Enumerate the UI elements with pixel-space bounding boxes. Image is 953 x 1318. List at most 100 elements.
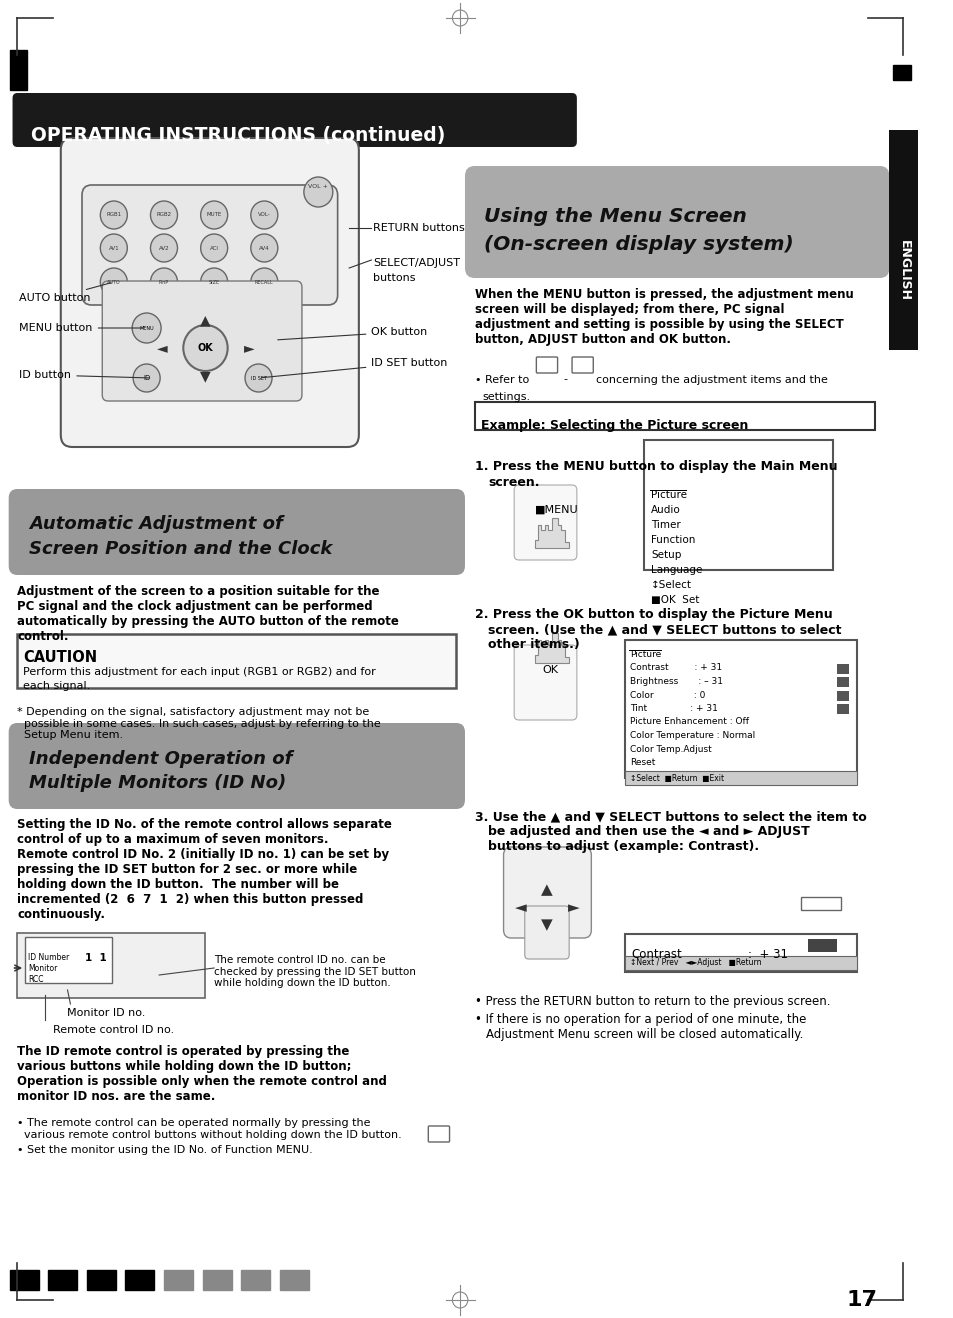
Text: Function: Function <box>651 535 695 546</box>
Text: ACI: ACI <box>210 245 218 250</box>
Text: ID: ID <box>143 376 151 381</box>
Text: concerning the adjustment items and the: concerning the adjustment items and the <box>596 376 827 385</box>
Text: Picture: Picture <box>651 490 686 500</box>
Circle shape <box>200 235 228 262</box>
Text: Color              : 0: Color : 0 <box>629 691 704 700</box>
Text: AUTO button: AUTO button <box>19 283 112 303</box>
Polygon shape <box>535 633 569 663</box>
Text: buttons: buttons <box>373 273 416 283</box>
Text: Monitor: Monitor <box>28 963 57 973</box>
Text: Automatic Adjustment of: Automatic Adjustment of <box>29 515 282 532</box>
Bar <box>10 50 27 90</box>
Bar <box>837 704 848 714</box>
FancyBboxPatch shape <box>9 489 464 575</box>
Circle shape <box>151 235 177 262</box>
Text: each signal.: each signal. <box>23 681 91 691</box>
Bar <box>25 937 112 983</box>
Text: OK button: OK button <box>277 327 427 340</box>
Text: ■OK  Set: ■OK Set <box>651 594 699 605</box>
Text: 1  1: 1 1 <box>85 953 107 963</box>
Text: CAUTION: CAUTION <box>23 650 97 666</box>
FancyBboxPatch shape <box>82 185 337 304</box>
Bar <box>475 402 874 430</box>
Text: ▲: ▲ <box>540 883 553 898</box>
Text: ID Number: ID Number <box>28 953 70 962</box>
Circle shape <box>245 364 272 391</box>
Circle shape <box>132 312 161 343</box>
Text: Example: Selecting the Picture screen: Example: Selecting the Picture screen <box>481 419 748 432</box>
Bar <box>279 1271 309 1290</box>
Text: 1. Press the MENU button to display the Main Menu: 1. Press the MENU button to display the … <box>475 460 836 473</box>
Text: ▼: ▼ <box>200 369 211 384</box>
Text: RCC: RCC <box>28 975 44 985</box>
Text: Timer: Timer <box>651 521 680 530</box>
Text: RETURN buttons: RETURN buttons <box>373 223 465 233</box>
Circle shape <box>100 235 127 262</box>
Text: VOL +: VOL + <box>308 185 328 188</box>
Text: RGB1: RGB1 <box>106 212 121 217</box>
Text: settings.: settings. <box>482 391 530 402</box>
Text: Independent Operation of: Independent Operation of <box>29 750 293 768</box>
Text: ↕Next / Prev   ◄►Adjust   ■Return: ↕Next / Prev ◄►Adjust ■Return <box>629 958 760 967</box>
Bar <box>624 771 856 786</box>
Circle shape <box>304 177 333 207</box>
Text: AV2: AV2 <box>158 245 169 250</box>
FancyBboxPatch shape <box>524 905 569 960</box>
Text: Contrast         : + 31: Contrast : + 31 <box>629 663 721 672</box>
FancyBboxPatch shape <box>102 281 302 401</box>
Circle shape <box>100 202 127 229</box>
Text: Contrast: Contrast <box>631 948 682 961</box>
Bar <box>624 641 856 778</box>
Text: 17: 17 <box>846 1290 877 1310</box>
Text: 3. Use the ▲ and ▼ SELECT buttons to select the item to: 3. Use the ▲ and ▼ SELECT buttons to sel… <box>475 811 865 822</box>
Bar <box>624 956 856 970</box>
Text: ◄: ◄ <box>515 900 526 916</box>
Text: MENU: MENU <box>139 326 153 331</box>
Text: MENU button: MENU button <box>19 323 144 333</box>
Text: ID SET button: ID SET button <box>261 358 447 378</box>
Text: ►: ► <box>567 900 579 916</box>
FancyBboxPatch shape <box>464 166 888 278</box>
FancyBboxPatch shape <box>61 138 358 447</box>
Text: ▼: ▼ <box>540 917 553 933</box>
Bar <box>837 677 848 687</box>
Text: ▲: ▲ <box>200 312 211 327</box>
Circle shape <box>200 202 228 229</box>
Circle shape <box>100 268 127 297</box>
Bar <box>800 896 841 909</box>
Text: Adjustment Menu screen will be closed automatically.: Adjustment Menu screen will be closed au… <box>486 1028 802 1041</box>
Text: 2. Press the OK button to display the Picture Menu: 2. Press the OK button to display the Pi… <box>475 608 831 621</box>
Circle shape <box>133 364 160 391</box>
Circle shape <box>200 268 228 297</box>
Text: -: - <box>563 374 567 384</box>
Bar <box>837 663 848 673</box>
Text: Setup: Setup <box>651 550 680 560</box>
Text: RGB2: RGB2 <box>156 212 172 217</box>
Text: • Press the RETURN button to return to the previous screen.: • Press the RETURN button to return to t… <box>475 995 829 1008</box>
Bar <box>202 1271 232 1290</box>
Text: screen.: screen. <box>488 476 539 489</box>
Bar <box>49 1271 77 1290</box>
Bar <box>837 691 848 700</box>
Text: The remote control ID no. can be
checked by pressing the ID SET button
while hol: The remote control ID no. can be checked… <box>213 956 416 988</box>
Bar <box>888 130 918 351</box>
Text: Monitor ID no.: Monitor ID no. <box>67 1008 145 1017</box>
Text: Perform this adjustment for each input (RGB1 or RGB2) and for: Perform this adjustment for each input (… <box>23 667 375 677</box>
Text: Screen Position and the Clock: Screen Position and the Clock <box>29 540 332 558</box>
Text: buttons to adjust (example: Contrast).: buttons to adjust (example: Contrast). <box>488 840 759 853</box>
FancyBboxPatch shape <box>12 94 577 148</box>
Text: Picture: Picture <box>629 650 660 659</box>
Text: Color Temp.Adjust: Color Temp.Adjust <box>629 745 711 754</box>
FancyBboxPatch shape <box>514 645 577 720</box>
Bar <box>10 1271 38 1290</box>
Text: Adjustment of the screen to a position suitable for the
PC signal and the clock : Adjustment of the screen to a position s… <box>17 585 398 643</box>
Text: OPERATING INSTRUCTIONS (continued): OPERATING INSTRUCTIONS (continued) <box>30 127 445 145</box>
Text: Tint               : + 31: Tint : + 31 <box>629 704 717 713</box>
Text: ►: ► <box>243 341 253 355</box>
Text: ENGLISH: ENGLISH <box>897 240 909 301</box>
Text: ↕Select: ↕Select <box>651 580 692 590</box>
Bar <box>87 1271 115 1290</box>
Text: Picture Enhancement : Off: Picture Enhancement : Off <box>629 717 748 726</box>
FancyBboxPatch shape <box>503 847 591 938</box>
Text: AV4: AV4 <box>258 245 270 250</box>
